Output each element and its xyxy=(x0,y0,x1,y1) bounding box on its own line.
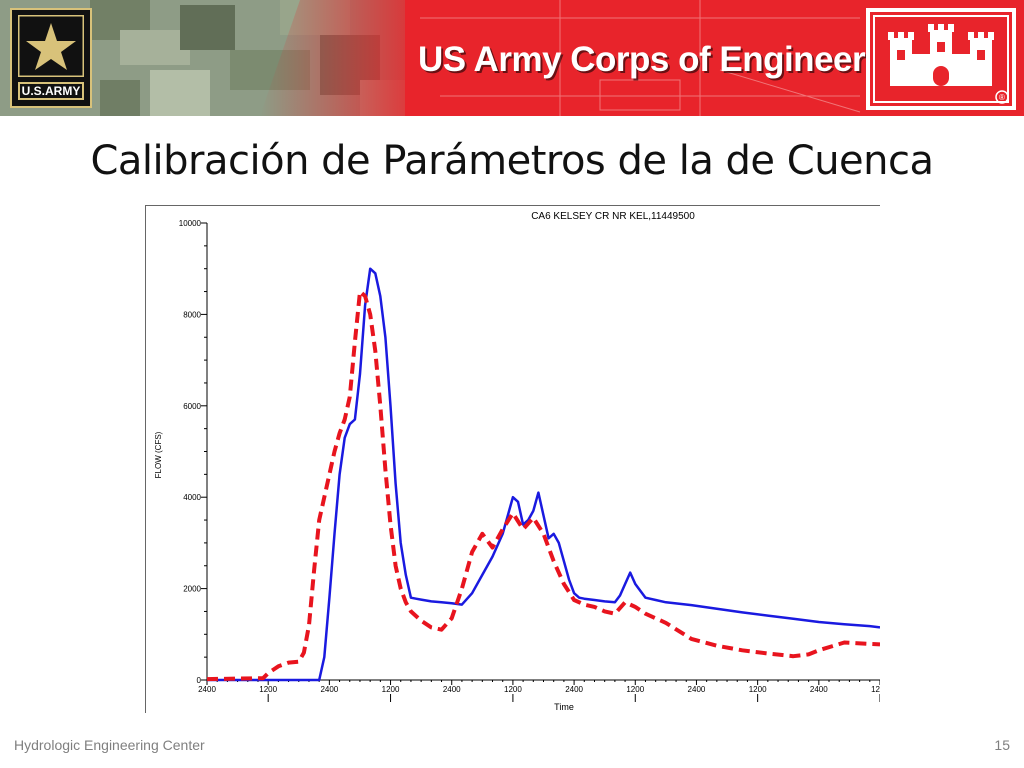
chart-series xyxy=(206,267,881,682)
series-line-solid-blue xyxy=(207,267,881,682)
army-logo: U.S.ARMY xyxy=(10,8,92,108)
x-tick-label: 2400 xyxy=(565,685,583,694)
series-line-dashed-red xyxy=(206,289,881,682)
y-tick-label: 2000 xyxy=(183,585,201,594)
y-tick-label: 4000 xyxy=(183,493,201,502)
x-tick-label: 1200 xyxy=(626,685,644,694)
x-tick-label: 1200 xyxy=(382,685,400,694)
chart-title: CA6 KELSEY CR NR KEL,11449500 xyxy=(531,211,695,222)
castle-logo: ® xyxy=(866,8,1016,110)
y-axis-label: FLOW (CFS) xyxy=(154,431,163,478)
army-star-icon xyxy=(18,15,84,77)
x-tick-label: 2400 xyxy=(443,685,461,694)
army-logo-text: U.S.ARMY xyxy=(18,82,84,100)
page-number: 15 xyxy=(994,737,1010,753)
x-tick-label: 1200 xyxy=(749,685,767,694)
x-tick-label: 2400 xyxy=(198,685,216,694)
registered-mark: ® xyxy=(999,93,1005,102)
hydrograph-chart: CA6 KELSEY CR NR KEL,11449500 FLOW (CFS)… xyxy=(145,205,889,713)
x-tick-label: 2400 xyxy=(320,685,338,694)
slide-title: Calibración de Parámetros de la de Cuenc… xyxy=(90,138,934,184)
chart-svg: CA6 KELSEY CR NR KEL,11449500 FLOW (CFS)… xyxy=(145,205,889,713)
y-tick-label: 6000 xyxy=(183,402,201,411)
x-axis-label: Time xyxy=(554,702,574,712)
x-tick-label: 2400 xyxy=(688,685,706,694)
x-tick-label: 2400 xyxy=(810,685,828,694)
y-tick-label: 10000 xyxy=(179,219,202,228)
y-tick-label: 8000 xyxy=(183,310,201,319)
org-title: US Army Corps of Engineers xyxy=(418,40,885,79)
x-tick-label: 1200 xyxy=(871,685,880,694)
x-tick-label: 1200 xyxy=(259,685,277,694)
footer-organization: Hydrologic Engineering Center xyxy=(14,737,205,753)
x-tick-label: 1200 xyxy=(504,685,522,694)
y-tick-label: 0 xyxy=(197,676,202,685)
header-banner: U.S.ARMY US Army Corps of Engineers ® xyxy=(0,0,1024,116)
